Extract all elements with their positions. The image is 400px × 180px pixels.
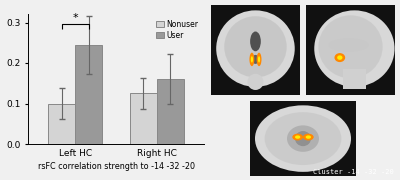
Ellipse shape [264, 112, 342, 165]
Ellipse shape [328, 38, 369, 52]
Ellipse shape [251, 56, 253, 63]
Bar [130, 93, 157, 144]
Bar [250, 101, 356, 176]
Ellipse shape [337, 55, 342, 60]
Ellipse shape [250, 31, 261, 51]
Ellipse shape [250, 53, 254, 66]
Ellipse shape [248, 74, 264, 90]
Ellipse shape [287, 125, 319, 152]
Ellipse shape [295, 135, 300, 139]
Ellipse shape [314, 10, 394, 87]
Ellipse shape [224, 16, 287, 77]
Text: *: * [72, 13, 78, 23]
Ellipse shape [216, 10, 295, 87]
Legend: Nonuser, User: Nonuser, User [154, 18, 200, 41]
Ellipse shape [318, 15, 383, 78]
Ellipse shape [292, 134, 303, 141]
Ellipse shape [258, 56, 260, 63]
Ellipse shape [295, 131, 311, 146]
Bar [48, 103, 75, 144]
Text: Cluster -14 -32 -20: Cluster -14 -32 -20 [314, 169, 394, 175]
Ellipse shape [256, 53, 262, 66]
Ellipse shape [252, 55, 259, 64]
Ellipse shape [255, 105, 351, 172]
Bar [306, 5, 395, 95]
Ellipse shape [334, 53, 345, 62]
Ellipse shape [306, 135, 311, 139]
X-axis label: rsFC correlation strength to -14 -32 -20: rsFC correlation strength to -14 -32 -20 [38, 162, 194, 171]
Bar [343, 69, 366, 89]
Bar [75, 45, 102, 144]
Ellipse shape [303, 134, 314, 141]
Y-axis label: Effect size: Effect size [0, 54, 3, 104]
Bar [157, 79, 184, 144]
Bar [211, 5, 300, 95]
